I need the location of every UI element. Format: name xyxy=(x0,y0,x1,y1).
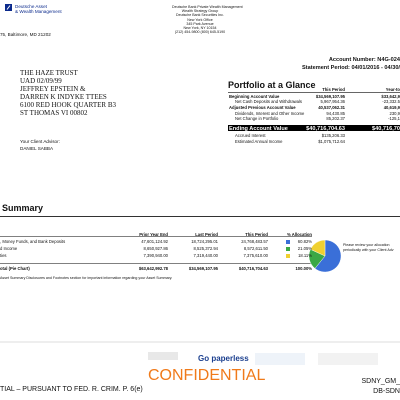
summary-label: ties xyxy=(0,253,7,258)
allocation: 60.82% xyxy=(297,239,312,244)
logo xyxy=(148,352,178,360)
glance-value: $135,206.33 xyxy=(321,133,345,138)
swatch xyxy=(286,253,290,258)
summary-value: 8,650,927.86 xyxy=(143,246,168,251)
rule xyxy=(0,263,312,264)
summary-value: 8,525,372.94 xyxy=(193,246,218,251)
logo-slash xyxy=(6,5,11,10)
swatch xyxy=(286,246,290,251)
paperless: Go paperless xyxy=(198,354,249,363)
rule xyxy=(0,236,312,237)
summary-header: Last Period xyxy=(195,232,218,237)
summary-header: % Allocation xyxy=(287,232,312,237)
allocation: 18.11% xyxy=(298,253,312,258)
recipient-line: 6100 RED HOOK QUARTER B3 xyxy=(20,101,117,109)
confidential: CONFIDENTIAL xyxy=(148,367,266,384)
pie-slice xyxy=(310,239,326,257)
glance-label: Net Change in Portfolio xyxy=(235,116,279,121)
glance-label: Estimated Annual Income xyxy=(235,139,283,144)
office-line: New York, NY 10154 xyxy=(183,26,217,31)
glance-value: 85,202.37 xyxy=(326,116,345,121)
recipient-line: ST THOMAS VI 00802 xyxy=(20,109,88,117)
legal: TIAL – PURSUANT TO FED. R. CRIM. P. 6(e) xyxy=(0,386,143,393)
recipient-line: DARREN K INDYKE TTEES xyxy=(20,93,107,101)
recipient-line: UAD 02/09/99 xyxy=(20,77,62,85)
glance-label: Net Cash Deposits and Withdrawals xyxy=(235,99,303,104)
summary-value: $63,642,992.78 xyxy=(138,266,168,271)
office-line: Deutsche Bank Securities Inc. xyxy=(176,13,224,18)
glance-title: Portfolio at a Glance xyxy=(228,80,316,90)
glance-value: $34,569,107.95 xyxy=(315,94,345,99)
summary-title: Summary xyxy=(2,203,44,213)
glance-value: $1,075,712.64 xyxy=(318,139,345,144)
summary-value: $34,569,107.95 xyxy=(188,266,218,271)
summary-value: 7,375,610.00 xyxy=(243,253,268,258)
glance-value: -125,1 xyxy=(388,116,400,121)
summary-header: This Period xyxy=(245,232,268,237)
advisor-label: Your Client Advisor: xyxy=(20,139,60,144)
statement-period: Statement Period: 04/01/2016 - 04/30/ xyxy=(302,65,400,71)
recipient-line: THE HAZE TRUST xyxy=(20,69,78,77)
swatch xyxy=(286,239,290,244)
summary-header: Prior Year End xyxy=(139,232,168,237)
brand: Deutsche Asset & Wealth Management xyxy=(15,4,62,14)
rule xyxy=(0,216,400,217)
glance-value: 5,967,954.36 xyxy=(320,99,345,104)
bates: SDNY_GM_ xyxy=(361,378,400,385)
glance-value: 94,430.85 xyxy=(326,111,345,116)
rule xyxy=(228,92,400,93)
summary-value: 24,768,483.57 xyxy=(241,239,268,244)
summary-value: 18,724,295.01 xyxy=(191,239,218,244)
glance-value: 40,619,9 xyxy=(383,105,400,110)
logo xyxy=(318,353,378,365)
pie-slice xyxy=(314,239,342,273)
summary-value: 7,319,440.00 xyxy=(193,253,218,258)
glance-value: $33,642,9 xyxy=(381,94,400,99)
office-line: Deutsche Bank Private Wealth Management xyxy=(172,5,243,9)
pie-chart xyxy=(308,239,342,273)
glance-value: $40,716,704.63 xyxy=(306,126,345,132)
glance-label: Dividends, Interest and Other Income xyxy=(235,111,305,116)
glance-header: Year-to xyxy=(385,87,400,92)
footnote: Asset Summary Disclosures and Footnotes … xyxy=(0,276,173,280)
account-number: Account Number: N4G-024 xyxy=(328,57,400,63)
office-line: New York Office xyxy=(187,17,213,22)
glance-value: -23,332.5 xyxy=(382,99,400,104)
glance-value: $40,716,70 xyxy=(372,126,400,132)
office: Deutsche Bank Private Wealth Management W… xyxy=(172,5,243,35)
office-line: 345 Park Avenue xyxy=(186,21,214,26)
address: 75, Baltimore, MD 21202 xyxy=(0,32,51,37)
recipient: THE HAZE TRUST UAD 02/09/99 JEFFREY EPSTEI… xyxy=(20,69,116,117)
summary-label: , Money Funds, and Bank Deposits xyxy=(0,239,66,244)
summary-label: otal (Pie Chart) xyxy=(0,266,30,271)
recipient-line: JEFFREY EPSTEIN & xyxy=(20,85,86,93)
office-line: Wealth Strategy Group xyxy=(181,9,219,14)
glance-value: 40,537,062.31 xyxy=(318,105,345,110)
ending-band xyxy=(228,125,400,131)
advisor-name: DANIEL SABBA xyxy=(20,146,54,151)
allocation-note: Please review your allocation periodical… xyxy=(343,243,394,252)
glance-value: 230,9 xyxy=(389,111,400,116)
summary-value: 8,572,611.50 xyxy=(243,246,268,251)
summary-value: 7,390,940.00 xyxy=(143,253,168,258)
allocation: 21.05% xyxy=(297,246,312,251)
bates: DB-SDN xyxy=(373,388,400,395)
glance-header: This Period xyxy=(322,87,345,92)
office-line: (212) 454-9800 (800) 645-5190 xyxy=(174,30,226,35)
logo xyxy=(255,353,305,365)
glance-label: Beginning Account Value xyxy=(229,94,280,99)
summary-value: 47,601,124.92 xyxy=(141,239,168,244)
glance-label: Adjusted Previous Account Value xyxy=(229,105,296,110)
glance-label: Ending Account Value xyxy=(229,126,288,132)
summary-value: $40,716,704.63 xyxy=(238,266,268,271)
glance-label: Accrued Interest xyxy=(235,133,266,138)
summary-label: d Income xyxy=(0,246,18,251)
allocation: 100.00% xyxy=(295,266,312,271)
